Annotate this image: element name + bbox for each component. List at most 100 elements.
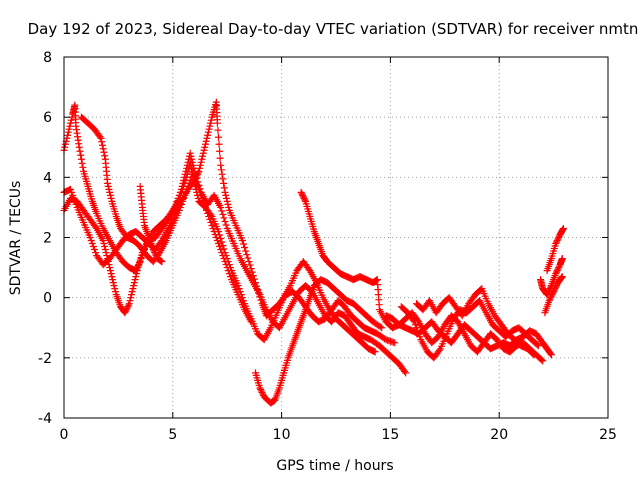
data-point xyxy=(414,327,422,335)
data-point xyxy=(218,170,226,178)
data-point xyxy=(410,318,418,326)
series-track-9 xyxy=(413,285,538,359)
data-point xyxy=(220,184,228,192)
data-point xyxy=(188,155,196,163)
data-point xyxy=(216,147,224,155)
data-point xyxy=(257,387,265,395)
data-point xyxy=(187,152,195,160)
x-tick-label: 20 xyxy=(490,427,508,443)
data-point xyxy=(201,140,209,148)
data-point xyxy=(222,191,230,199)
data-point xyxy=(224,267,232,275)
plot-area xyxy=(60,98,567,407)
data-point xyxy=(201,143,209,151)
data-point xyxy=(75,143,83,151)
data-point xyxy=(67,185,75,193)
data-point xyxy=(124,303,132,311)
data-point xyxy=(183,164,191,172)
data-point xyxy=(297,188,305,196)
data-point xyxy=(88,240,96,248)
data-point xyxy=(181,170,189,178)
y-tick-label: 6 xyxy=(43,110,52,126)
data-point xyxy=(213,119,221,127)
data-point xyxy=(106,191,114,199)
data-point xyxy=(548,291,556,299)
data-point xyxy=(123,304,131,312)
data-point xyxy=(76,147,84,155)
data-point xyxy=(175,206,183,214)
x-tick-label: 10 xyxy=(273,427,291,443)
data-point xyxy=(197,191,205,199)
data-point xyxy=(98,138,106,146)
data-point xyxy=(219,175,227,183)
x-tick-label: 5 xyxy=(168,427,177,443)
data-point xyxy=(553,238,561,246)
data-point xyxy=(207,119,215,127)
data-point xyxy=(301,196,309,204)
data-point xyxy=(208,221,216,229)
data-point xyxy=(534,342,542,350)
data-point xyxy=(555,264,563,272)
data-point xyxy=(78,159,86,167)
data-point xyxy=(202,137,210,145)
data-point xyxy=(180,173,188,181)
data-point xyxy=(196,188,204,196)
data-point xyxy=(244,254,252,262)
data-point xyxy=(547,350,555,358)
data-point xyxy=(122,306,130,314)
data-point xyxy=(547,294,555,302)
data-point xyxy=(553,237,561,245)
data-point xyxy=(99,237,107,245)
data-point xyxy=(121,309,129,317)
data-point xyxy=(553,267,561,275)
data-point xyxy=(77,155,85,163)
data-point xyxy=(256,293,264,301)
data-point xyxy=(555,234,563,241)
data-point xyxy=(305,265,313,273)
data-point xyxy=(65,125,73,133)
data-point xyxy=(218,249,226,257)
data-point xyxy=(69,191,77,199)
y-tick-label: -4 xyxy=(38,411,52,427)
data-point xyxy=(97,134,105,142)
data-point xyxy=(183,185,191,193)
data-point xyxy=(223,264,231,272)
data-point xyxy=(538,356,546,364)
data-point xyxy=(181,191,189,199)
data-point xyxy=(133,267,141,275)
data-point xyxy=(125,300,133,308)
data-point xyxy=(241,244,249,252)
data-point xyxy=(109,279,117,287)
data-point xyxy=(195,185,203,193)
x-tick-label: 0 xyxy=(60,427,69,443)
axis-ticks xyxy=(63,56,609,419)
data-point xyxy=(149,246,157,254)
data-point xyxy=(180,176,188,184)
data-point xyxy=(186,149,194,157)
data-point xyxy=(158,258,166,266)
data-point xyxy=(552,240,560,248)
data-point xyxy=(178,200,186,208)
data-point xyxy=(72,200,80,208)
data-point xyxy=(219,242,227,250)
data-point xyxy=(203,206,211,214)
y-tick-label: 0 xyxy=(43,291,52,307)
data-point xyxy=(401,367,409,375)
data-point xyxy=(530,351,538,359)
data-point xyxy=(558,273,566,281)
data-point xyxy=(188,158,196,166)
data-point xyxy=(107,270,115,278)
series-track-11 xyxy=(543,224,567,275)
data-point xyxy=(226,273,234,281)
data-point xyxy=(249,272,257,280)
data-point xyxy=(198,155,206,163)
data-point xyxy=(209,224,217,232)
series-track-3 xyxy=(60,98,399,347)
data-point xyxy=(257,385,265,393)
data-point xyxy=(200,146,208,154)
data-point xyxy=(558,274,566,282)
data-point xyxy=(71,197,79,205)
data-point xyxy=(222,261,230,269)
data-point xyxy=(125,301,133,309)
